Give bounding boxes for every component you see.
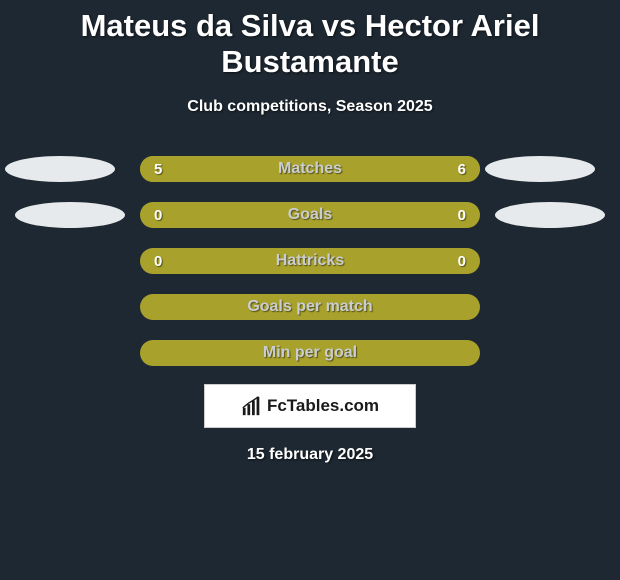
stat-row: Min per goal bbox=[0, 330, 620, 376]
stat-bar: 00Goals bbox=[140, 202, 480, 228]
stat-label: Min per goal bbox=[140, 340, 480, 366]
brand-text: FcTables.com bbox=[267, 396, 379, 416]
stat-row: 00Goals bbox=[0, 192, 620, 238]
stat-bar: 00Hattricks bbox=[140, 248, 480, 274]
stat-row: 00Hattricks bbox=[0, 238, 620, 284]
stat-row: Goals per match bbox=[0, 284, 620, 330]
player-right-marker bbox=[495, 202, 605, 228]
player-right-marker bbox=[485, 156, 595, 182]
stat-label: Goals bbox=[140, 202, 480, 228]
stat-label: Matches bbox=[140, 156, 480, 182]
page-title: Mateus da Silva vs Hector Ariel Bustaman… bbox=[0, 0, 620, 80]
bar-chart-icon bbox=[241, 395, 263, 417]
stat-bar: Min per goal bbox=[140, 340, 480, 366]
stat-bar: Goals per match bbox=[140, 294, 480, 320]
stat-bar: 56Matches bbox=[140, 156, 480, 182]
player-left-marker bbox=[15, 202, 125, 228]
stat-label: Hattricks bbox=[140, 248, 480, 274]
stat-row: 56Matches bbox=[0, 146, 620, 192]
stat-label: Goals per match bbox=[140, 294, 480, 320]
subtitle: Club competitions, Season 2025 bbox=[0, 98, 620, 116]
comparison-widget: Mateus da Silva vs Hector Ariel Bustaman… bbox=[0, 0, 620, 580]
player-left-marker bbox=[5, 156, 115, 182]
brand-badge[interactable]: FcTables.com bbox=[204, 384, 416, 428]
stat-rows: 56Matches 00Goals 00Hattricks Goals per mat… bbox=[0, 146, 620, 376]
date-label: 15 february 2025 bbox=[0, 446, 620, 464]
